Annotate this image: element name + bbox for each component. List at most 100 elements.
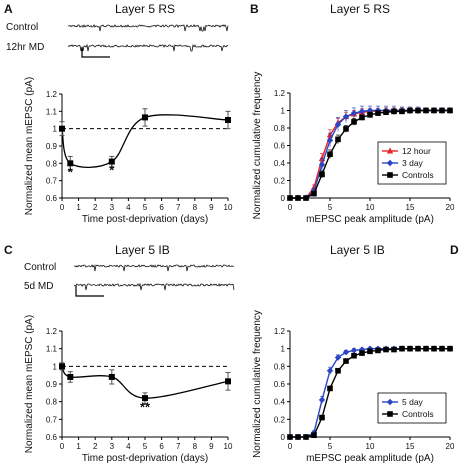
y-tick-label: 1.2: [274, 327, 286, 336]
trace: [73, 264, 235, 272]
data-point: [367, 112, 373, 118]
x-tick-label: 9: [209, 442, 214, 451]
data-point: [386, 398, 394, 406]
x-tick-label: 10: [224, 442, 233, 451]
data-point: [399, 108, 405, 115]
data-point: [335, 367, 341, 374]
data-point: [387, 172, 393, 178]
data-point: [351, 352, 357, 359]
panel-letter: C: [4, 243, 13, 257]
trace-label: 12hr MD: [6, 42, 44, 53]
x-tick-label: 3: [110, 203, 115, 212]
trace: [68, 24, 229, 32]
y-tick-label: 1: [53, 125, 58, 134]
data-point: [386, 147, 394, 154]
y-tick-label: 0.6: [274, 380, 286, 389]
x-tick-label: 10: [366, 203, 375, 212]
x-tick-label: 20: [446, 442, 455, 451]
data-point: [447, 107, 453, 114]
data-point: [318, 161, 326, 168]
data-point: [225, 117, 231, 123]
x-tick-label: 0: [60, 442, 65, 451]
panel-b: B Layer 5 RS 0 0.2 0.4 0.6 0.8 1 1.2 0 5 10 15 20 mEPS…: [250, 2, 455, 225]
data-point: [334, 354, 342, 361]
y-tick-label: 1.1: [46, 107, 58, 116]
series-controls: [287, 345, 453, 440]
scale-bar: [75, 286, 104, 297]
data-point: [350, 109, 358, 117]
x-tick-label: 2: [93, 442, 98, 451]
y-tick-label: 0.6: [46, 433, 58, 442]
data-point: [342, 113, 350, 120]
data-point: [399, 345, 405, 352]
panel-c: C Layer 5 IB Control 5d MD 0.6 0.7 0.8 0.9 1 1.1 1…: [4, 243, 235, 464]
data-point: [326, 137, 334, 144]
data-point: [142, 395, 148, 402]
x-tick-label: 8: [193, 442, 198, 451]
x-tick-label: 15: [406, 203, 415, 212]
x-tick-label: 0: [288, 203, 293, 212]
y-axis-label: Normalized mean mEPSC (pA): [24, 315, 35, 453]
y-tick-label: 0.2: [274, 177, 286, 186]
panel-letter: D: [450, 243, 459, 257]
data-point: [335, 136, 341, 143]
x-tick-label: 6: [159, 203, 164, 212]
y-tick-label: 0.2: [274, 415, 286, 424]
data-point: [387, 411, 393, 417]
x-tick-label: 15: [406, 442, 415, 451]
x-tick-label: 1: [76, 203, 81, 212]
data-point: [439, 107, 445, 114]
data-point: [334, 121, 342, 128]
data-point: [383, 109, 389, 116]
legend-label: Controls: [402, 170, 434, 180]
data-point: [415, 345, 421, 352]
data-point: [59, 125, 65, 132]
x-tick-label: 5: [328, 442, 333, 451]
x-axis-label: Time post-deprivation (days): [82, 214, 208, 225]
y-tick-label: 1.2: [274, 89, 286, 98]
y-tick-label: 0.8: [46, 159, 58, 168]
data-point: [375, 347, 381, 354]
scale-bar: [81, 47, 110, 58]
y-tick-label: 0.7: [46, 415, 58, 424]
data-point: [359, 114, 365, 121]
x-tick-label: 7: [176, 442, 181, 451]
data-point: [407, 345, 413, 352]
y-tick-label: 1.2: [46, 327, 58, 336]
data-point: [343, 358, 349, 364]
data-point: [351, 119, 357, 125]
data-point: [67, 160, 74, 167]
data-point: [59, 363, 65, 370]
y-tick-label: 0: [281, 433, 286, 442]
x-tick-label: 3: [110, 442, 115, 451]
legend: 5 day Controls: [377, 392, 447, 424]
trace-label: 5d MD: [24, 281, 53, 292]
x-tick-label: 7: [176, 203, 181, 212]
x-axis-label: mEPSC peak amplitude (pA): [306, 453, 434, 464]
legend-box: [377, 392, 447, 424]
y-tick-label: 0.6: [274, 142, 286, 151]
panel-title: Layer 5 IB: [115, 243, 170, 257]
data-point: [407, 107, 413, 114]
data-point: [431, 107, 437, 114]
legend-label: Controls: [402, 409, 434, 419]
trace: [73, 282, 235, 291]
data-point: [386, 159, 394, 167]
y-axis-label: Normalized cumulative frequency: [252, 310, 263, 458]
data-point: [367, 348, 373, 355]
x-tick-label: 10: [224, 203, 233, 212]
panel-title: Layer 5 RS: [330, 2, 390, 16]
x-tick-label: 8: [193, 203, 198, 212]
panel-a: A Layer 5 RS Control 12hr MD 0.6 0.7 0.8 0.9 1 1.…: [4, 2, 233, 225]
y-tick-label: 0.9: [46, 142, 58, 151]
data-point: [415, 107, 421, 114]
trace-label: Control: [6, 22, 38, 33]
y-axis-label: Normalized cumulative frequency: [252, 72, 263, 220]
data-point: [431, 345, 437, 352]
legend: 12 hour 3 day Controls: [377, 141, 447, 185]
data-point: [343, 126, 349, 132]
data-point: [108, 158, 115, 165]
x-tick-label: 1: [76, 442, 81, 451]
data-point: [359, 350, 365, 356]
